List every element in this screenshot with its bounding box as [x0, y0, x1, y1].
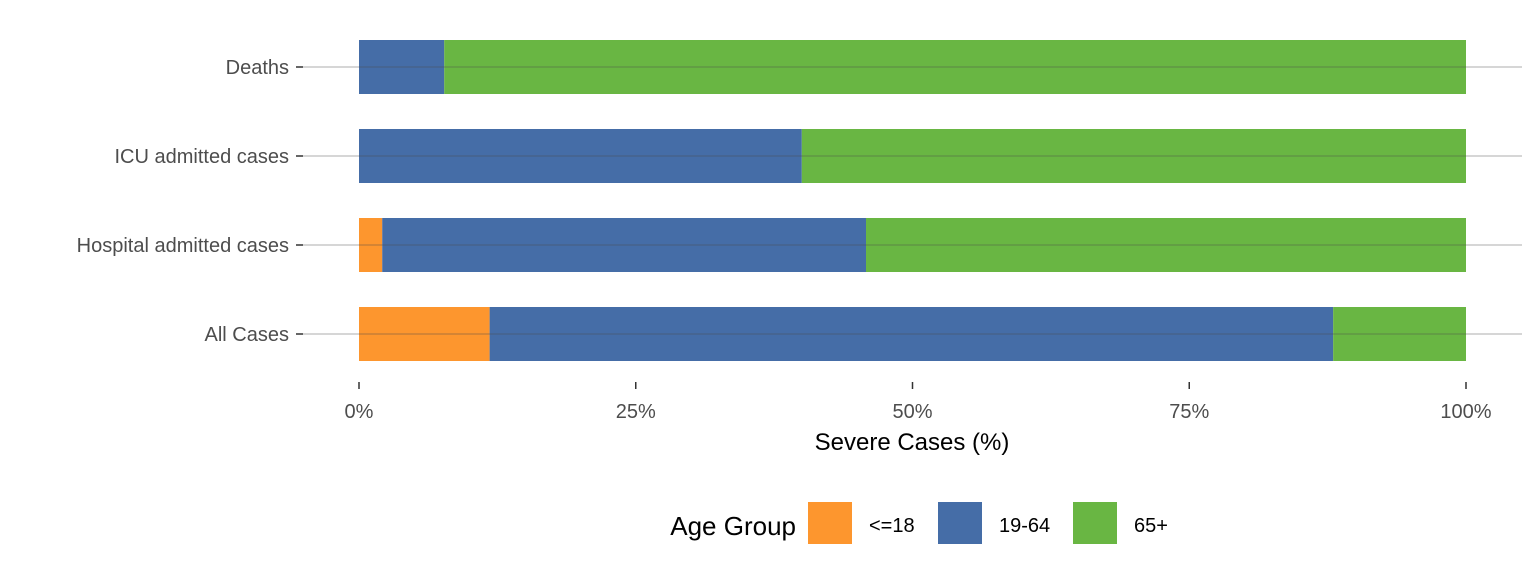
- bar-segment: [866, 218, 1466, 272]
- legend: Age Group <=18 19-64 65+: [670, 502, 1168, 544]
- y-tick-label: Hospital admitted cases: [77, 235, 289, 257]
- x-tick-label: 50%: [892, 401, 932, 423]
- bar-segment: [359, 307, 490, 361]
- x-axis: 0% 25% 50% 75% 100%: [345, 382, 1492, 423]
- bar-segment: [444, 40, 1466, 94]
- legend-key: [938, 502, 982, 544]
- legend-key: [1073, 502, 1117, 544]
- y-tick-label: ICU admitted cases: [114, 146, 289, 168]
- bar-segment: [359, 129, 802, 183]
- legend-label: <=18: [869, 515, 915, 537]
- x-tick-label: 0%: [345, 401, 374, 423]
- bar-segment: [1333, 307, 1466, 361]
- legend-key: [808, 502, 852, 544]
- x-tick-label: 25%: [616, 401, 656, 423]
- y-tick-label: All Cases: [205, 324, 289, 346]
- bar-segment: [359, 40, 445, 94]
- grid-lines: [300, 66, 1522, 335]
- legend-label: 19-64: [999, 515, 1050, 537]
- bar-segment: [489, 307, 1334, 361]
- x-axis-title: Severe Cases (%): [815, 429, 1010, 456]
- legend-label: 65+: [1134, 515, 1168, 537]
- bar-segment: [801, 129, 1466, 183]
- bar-segment: [382, 218, 867, 272]
- y-tick-label: Deaths: [226, 57, 289, 79]
- x-tick-label: 100%: [1440, 401, 1491, 423]
- bar-segment: [359, 218, 383, 272]
- legend-title: Age Group: [670, 511, 796, 541]
- y-axis: All Cases Hospital admitted cases ICU admi…: [77, 57, 303, 346]
- bars: [359, 40, 1466, 361]
- x-tick-label: 75%: [1169, 401, 1209, 423]
